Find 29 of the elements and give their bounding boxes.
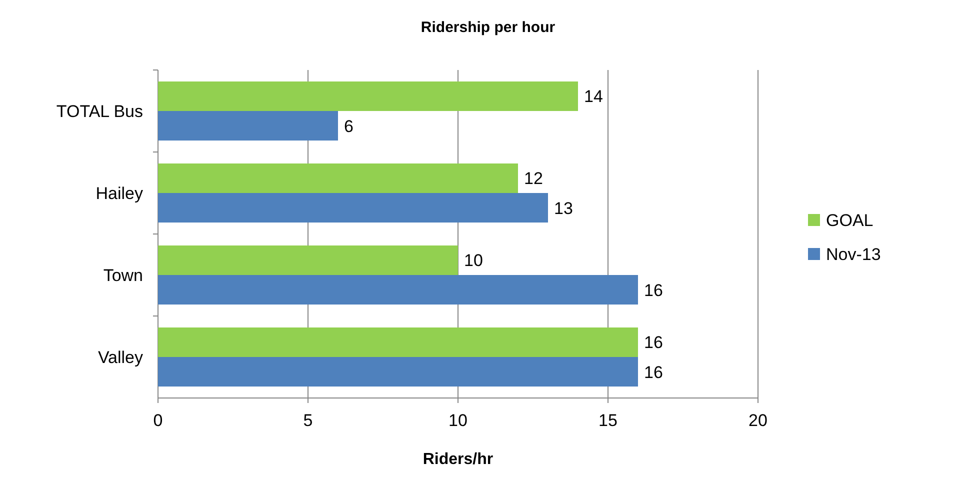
bar [158, 111, 338, 141]
bar [158, 245, 458, 275]
data-label: 16 [644, 280, 663, 300]
x-axis-title: Riders/hr [422, 451, 494, 468]
bar [158, 163, 518, 193]
x-tick-label: 0 [153, 411, 163, 430]
x-tick-label: 15 [598, 411, 618, 430]
data-label: 16 [644, 333, 663, 352]
chart-title: Ridership per hour [420, 19, 556, 36]
x-tick-label: 20 [748, 411, 768, 430]
legend-label: GOAL [826, 211, 874, 230]
bar [158, 193, 548, 223]
data-label: 14 [584, 87, 603, 106]
data-label: 12 [524, 169, 543, 188]
x-tick-label: 10 [448, 411, 468, 430]
y-tick-label: Town [103, 266, 143, 285]
data-label: 13 [554, 198, 573, 218]
bar [158, 275, 638, 305]
y-tick-label: Hailey [96, 184, 144, 203]
bar [158, 357, 638, 387]
data-label: 16 [644, 362, 663, 382]
x-tick-label: 5 [303, 411, 313, 430]
y-tick-label: Valley [98, 348, 144, 367]
y-tick-label: TOTAL Bus [56, 102, 143, 121]
bar [158, 81, 578, 111]
bar [158, 327, 638, 357]
data-label: 6 [344, 116, 354, 136]
data-label: 10 [464, 251, 483, 270]
legend-label: Nov-13 [826, 245, 881, 264]
